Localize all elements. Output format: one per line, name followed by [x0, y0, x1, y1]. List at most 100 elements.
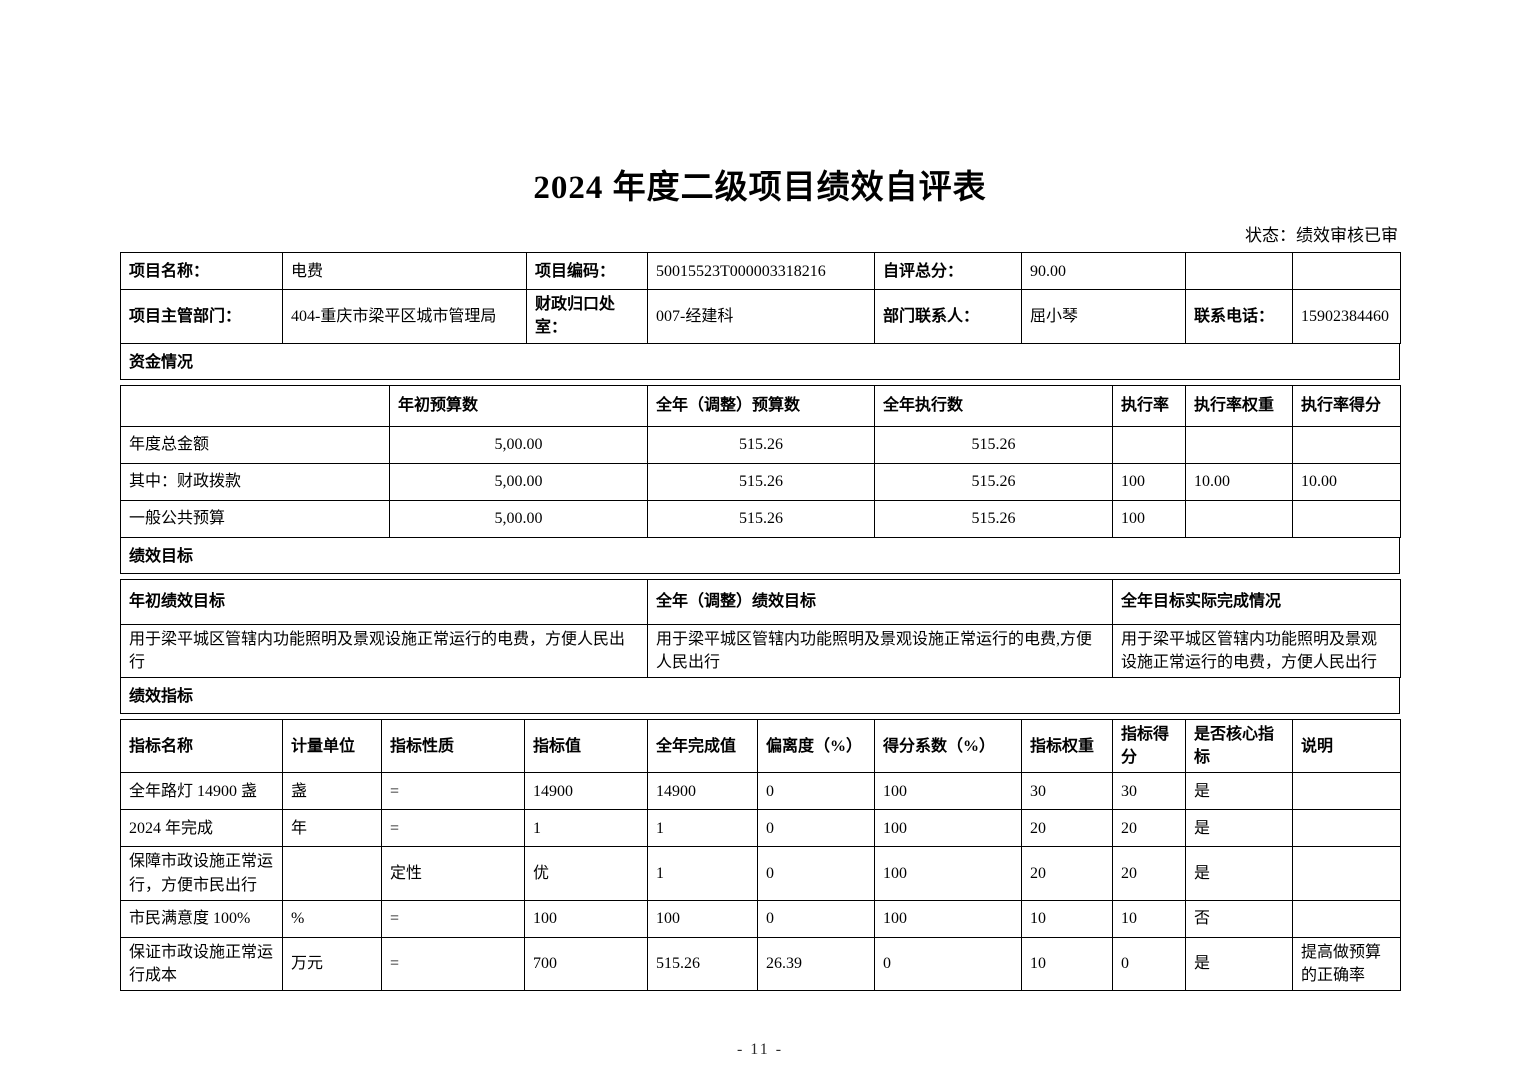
document-content: 2024 年度二级项目绩效自评表 状态：绩效审核已审 项目名称： 电费 项目编码…	[120, 0, 1401, 1059]
table-cell: =	[381, 772, 525, 811]
table-header-row: 年初绩效目标 全年（调整）绩效目标 全年目标实际完成情况	[120, 578, 1401, 625]
table-row: 2024 年完成 年 = 1 1 0 100 20 20 是	[120, 809, 1401, 848]
table-cell: 515.26	[647, 425, 875, 464]
table-cell: 515.26	[647, 499, 875, 538]
table-cell: 515.26	[647, 462, 875, 501]
row-label-cell: 一般公共预算	[120, 499, 390, 538]
table-cell: 515.26	[874, 462, 1113, 501]
contact-person-value: 屈小琴	[1021, 289, 1186, 344]
table-row: 年度总金额 5,00.00 515.26 515.26	[120, 425, 1401, 464]
table-cell: 0	[1112, 936, 1186, 992]
table-cell: 515.26	[874, 425, 1113, 464]
table-row: 市民满意度 100% % = 100 100 0 100 10 10 否	[120, 899, 1401, 938]
indicator-name-cell: 2024 年完成	[120, 809, 283, 848]
table-cell: 100	[1112, 462, 1186, 501]
table-cell: 年	[282, 809, 382, 848]
table-cell: 否	[1185, 899, 1293, 938]
finance-office-label: 财政归口处室：	[526, 289, 648, 344]
table-cell: 100	[874, 809, 1022, 848]
table-cell	[1292, 772, 1401, 811]
table-cell: 100	[874, 899, 1022, 938]
table-cell: 5,00.00	[389, 462, 648, 501]
phone-label: 联系电话：	[1185, 289, 1293, 344]
empty-cell	[1185, 252, 1293, 291]
table-row: 项目名称： 电费 项目编码： 50015523T000003318216 自评总…	[120, 252, 1401, 291]
table-cell: 14900	[524, 772, 648, 811]
indicators-table: 指标名称 计量单位 指标性质 指标值 全年完成值 偏离度（%） 得分系数（%） …	[120, 718, 1401, 992]
table-cell	[1112, 425, 1186, 464]
header-cell: 全年目标实际完成情况	[1112, 578, 1401, 625]
indicator-name-cell: 全年路灯 14900 盏	[120, 772, 283, 811]
goal-adjusted-cell: 用于梁平城区管辖内功能照明及景观设施正常运行的电费,方便人民出行	[647, 623, 1113, 679]
table-cell: 700	[524, 936, 648, 992]
table-cell: 0	[757, 772, 875, 811]
table-cell: 30	[1112, 772, 1186, 811]
table-cell: 20	[1112, 846, 1186, 901]
indicator-name-cell: 市民满意度 100%	[120, 899, 283, 938]
table-cell: 10.00	[1292, 462, 1401, 501]
funding-table: 年初预算数 全年（调整）预算数 全年执行数 执行率 执行率权重 执行率得分 年度…	[120, 384, 1401, 538]
table-cell	[1292, 809, 1401, 848]
table-cell: 5,00.00	[389, 425, 648, 464]
finance-office-value: 007-经建科	[647, 289, 875, 344]
header-cell: 是否核心指标	[1185, 718, 1293, 774]
table-row: 项目主管部门： 404-重庆市梁平区城市管理局 财政归口处室： 007-经建科 …	[120, 289, 1401, 344]
header-cell: 全年完成值	[647, 718, 758, 774]
document-title: 2024 年度二级项目绩效自评表	[533, 170, 987, 206]
goals-section-header: 绩效目标	[120, 536, 1400, 574]
table-cell: 是	[1185, 936, 1293, 992]
table-cell: 0	[757, 846, 875, 901]
header-cell: 计量单位	[282, 718, 382, 774]
empty-cell	[1292, 252, 1401, 291]
table-row: 用于梁平城区管辖内功能照明及景观设施正常运行的电费，方便人民出行 用于梁平城区管…	[120, 623, 1401, 679]
table-cell	[1292, 499, 1401, 538]
header-cell: 指标权重	[1021, 718, 1113, 774]
indicator-name-cell: 保障市政设施正常运行，方便市民出行	[120, 846, 283, 901]
table-cell: 优	[524, 846, 648, 901]
table-cell	[1185, 499, 1293, 538]
header-cell: 得分系数（%）	[874, 718, 1022, 774]
header-cell: 指标值	[524, 718, 648, 774]
goals-table: 年初绩效目标 全年（调整）绩效目标 全年目标实际完成情况 用于梁平城区管辖内功能…	[120, 578, 1401, 679]
table-cell: 万元	[282, 936, 382, 992]
contact-person-label: 部门联系人：	[874, 289, 1022, 344]
project-name-label: 项目名称：	[120, 252, 283, 291]
table-row: 一般公共预算 5,00.00 515.26 515.26 100	[120, 499, 1401, 538]
table-cell: 定性	[381, 846, 525, 901]
header-cell: 年初绩效目标	[120, 578, 648, 625]
table-cell: 20	[1112, 809, 1186, 848]
table-cell: 5,00.00	[389, 499, 648, 538]
table-cell	[1292, 846, 1401, 901]
table-cell: 10.00	[1185, 462, 1293, 501]
table-cell: 0	[757, 899, 875, 938]
header-cell: 指标得分	[1112, 718, 1186, 774]
table-cell: 10	[1021, 899, 1113, 938]
table-cell: 14900	[647, 772, 758, 811]
table-cell: 盏	[282, 772, 382, 811]
header-cell: 指标性质	[381, 718, 525, 774]
table-header-row: 年初预算数 全年（调整）预算数 全年执行数 执行率 执行率权重 执行率得分	[120, 384, 1401, 427]
table-cell: 100	[874, 772, 1022, 811]
table-cell: %	[282, 899, 382, 938]
table-cell: 10	[1112, 899, 1186, 938]
table-row: 全年路灯 14900 盏 盏 = 14900 14900 0 100 30 30…	[120, 772, 1401, 811]
row-label-cell: 年度总金额	[120, 425, 390, 464]
table-header-row: 指标名称 计量单位 指标性质 指标值 全年完成值 偏离度（%） 得分系数（%） …	[120, 718, 1401, 774]
table-cell: 1	[647, 809, 758, 848]
funding-section-header: 资金情况	[120, 342, 1400, 380]
table-cell: =	[381, 936, 525, 992]
table-row: 保证市政设施正常运行成本 万元 = 700 515.26 26.39 0 10 …	[120, 936, 1401, 992]
header-cell: 全年（调整）绩效目标	[647, 578, 1113, 625]
table-cell: 100	[524, 899, 648, 938]
table-cell: 是	[1185, 846, 1293, 901]
table-cell: 20	[1021, 846, 1113, 901]
table-row: 其中：财政拨款 5,00.00 515.26 515.26 100 10.00 …	[120, 462, 1401, 501]
table-cell: 1	[524, 809, 648, 848]
project-code-value: 50015523T000003318216	[647, 252, 875, 291]
header-cell: 说明	[1292, 718, 1401, 774]
table-cell	[1292, 899, 1401, 938]
header-cell: 偏离度（%）	[757, 718, 875, 774]
goal-actual-cell: 用于梁平城区管辖内功能照明及景观设施正常运行的电费，方便人民出行	[1112, 623, 1401, 679]
table-cell: =	[381, 809, 525, 848]
